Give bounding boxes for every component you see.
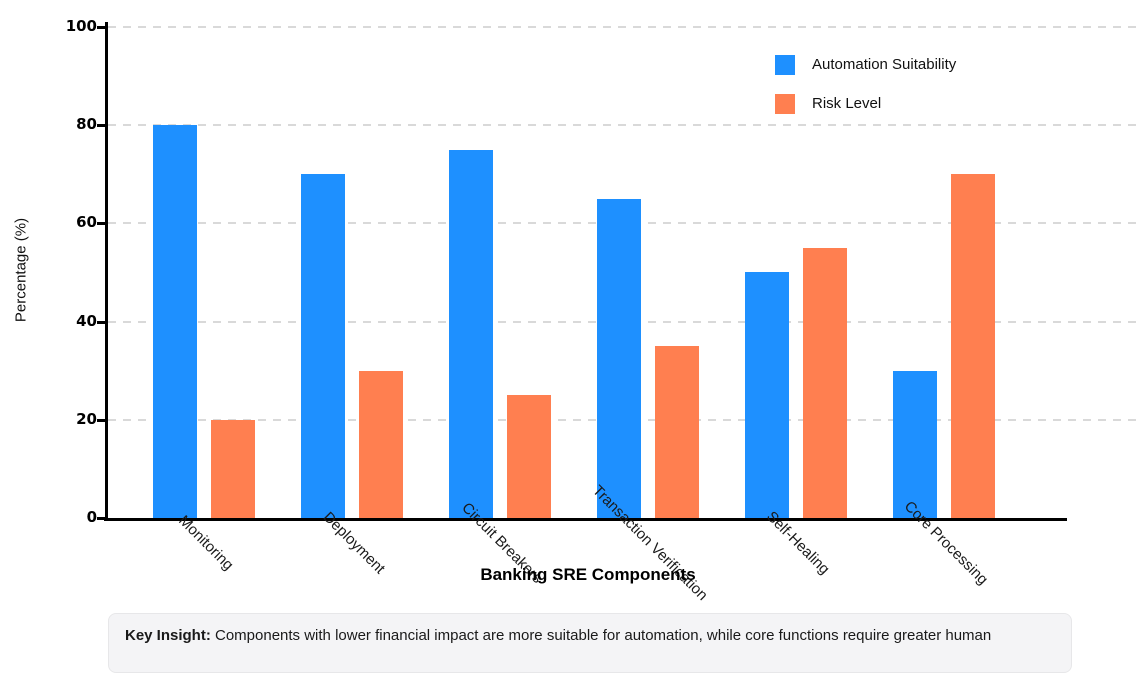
y-tick-mark-60 <box>97 222 106 226</box>
bar-risk-level-core-processing <box>951 174 995 518</box>
bar-automation-suitability-transaction-verification <box>597 199 641 518</box>
bar-automation-suitability-monitoring <box>153 125 197 518</box>
y-tick-label-0: 0 <box>86 508 97 526</box>
gridline-80 <box>108 124 1142 127</box>
insight-text: Key Insight: Components with lower finan… <box>125 627 991 644</box>
gridline-100 <box>108 26 1142 28</box>
y-axis-line <box>105 22 108 521</box>
y-tick-mark-80 <box>97 124 106 128</box>
y-tick-mark-20 <box>97 418 106 422</box>
bar-risk-level-circuit-breakers <box>507 395 551 518</box>
y-tick-label-20: 20 <box>76 409 97 428</box>
legend-swatch-automation-suitability <box>775 55 795 75</box>
y-tick-mark-0 <box>97 517 106 520</box>
bar-risk-level-monitoring <box>211 420 255 518</box>
bar-risk-level-deployment <box>359 371 403 518</box>
x-axis-title: Banking SRE Components <box>480 565 696 584</box>
bar-risk-level-transaction-verification <box>655 346 699 518</box>
legend-label-risk-level: Risk Level <box>812 95 882 112</box>
insight-body: Components with lower financial impact a… <box>210 627 992 644</box>
bar-automation-suitability-deployment <box>301 174 345 518</box>
legend-label-automation-suitability: Automation Suitability <box>812 56 957 73</box>
insight-box: Key Insight: Components with lower finan… <box>108 613 1072 673</box>
legend-swatch-risk-level <box>775 94 795 114</box>
insight-label: Key Insight: <box>125 627 211 644</box>
y-tick-mark-40 <box>97 320 106 324</box>
bar-chart: 0 20 40 60 80 100 Monitoring Deployment Circuit… <box>12 17 1142 673</box>
bar-automation-suitability-circuit-breakers <box>449 150 493 518</box>
bar-automation-suitability-core-processing <box>893 371 937 518</box>
x-tick-label-monitoring: Monitoring <box>175 512 237 574</box>
y-tick-label-80: 80 <box>76 115 97 134</box>
y-tick-mark-100 <box>97 26 106 29</box>
bar-risk-level-self-healing <box>803 248 847 518</box>
bar-automation-suitability-self-healing <box>745 272 789 518</box>
y-axis-title: Percentage (%) <box>12 217 30 323</box>
y-tick-label-40: 40 <box>76 311 97 330</box>
y-tick-label-100: 100 <box>65 17 97 35</box>
y-tick-label-60: 60 <box>76 213 97 232</box>
x-axis-line <box>104 518 1067 521</box>
